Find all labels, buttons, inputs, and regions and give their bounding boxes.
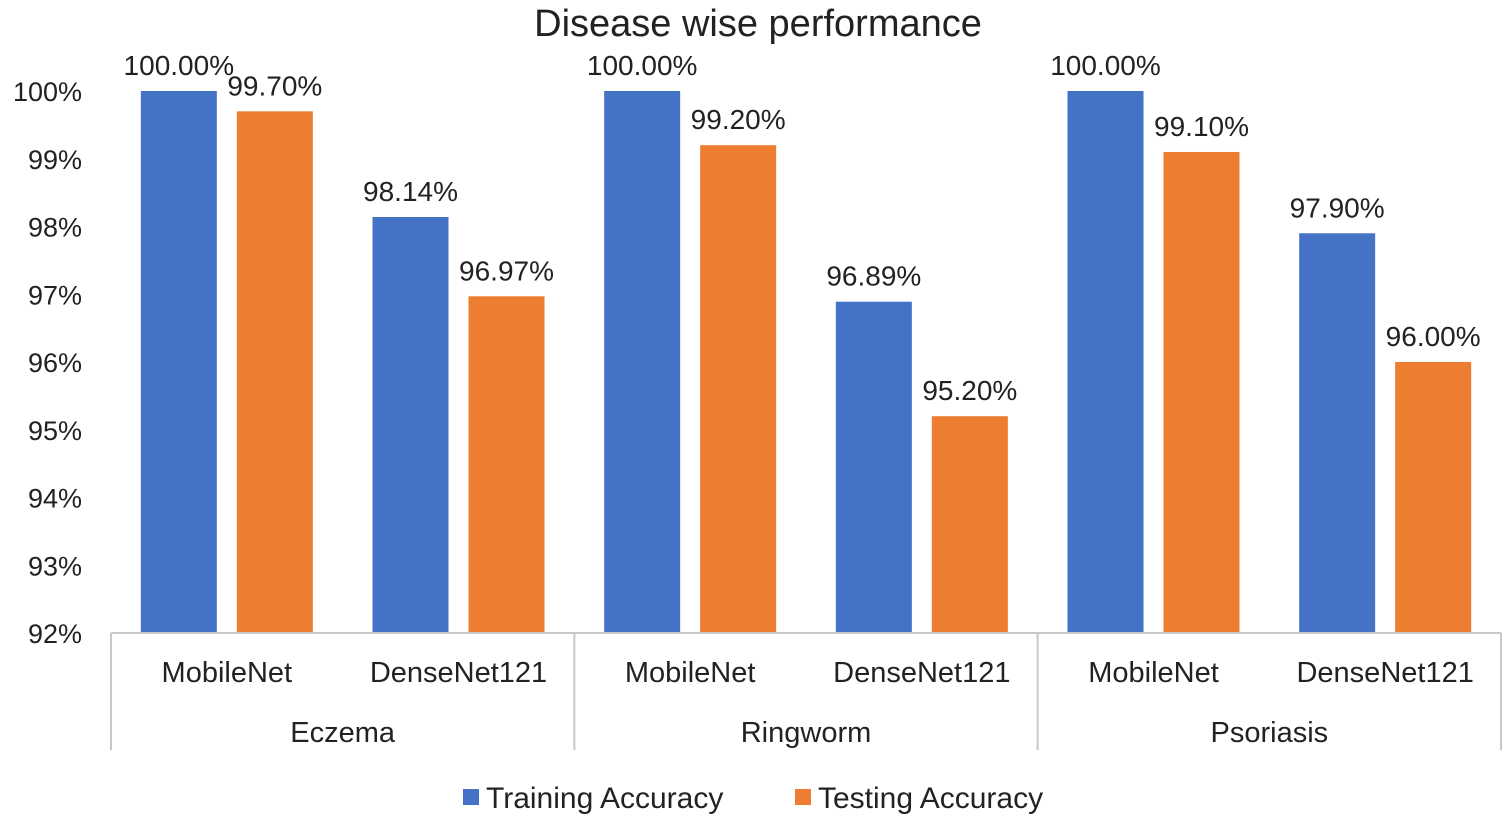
- testing-accuracy-bar: [700, 145, 777, 633]
- data-labels: 100.00%99.70%98.14%96.97%100.00%99.20%96…: [124, 50, 1481, 406]
- data-label: 99.70%: [227, 70, 322, 101]
- testing-accuracy-bar: [468, 296, 545, 633]
- x-category-label: DenseNet121: [833, 657, 1010, 689]
- y-tick-label: 97%: [28, 280, 82, 310]
- x-axis: MobileNet DenseNet121 MobileNet DenseNet121…: [110, 632, 1502, 750]
- data-label: 97.90%: [1290, 192, 1385, 223]
- data-label: 99.10%: [1154, 111, 1249, 142]
- data-label: 96.97%: [459, 255, 554, 286]
- testing-accuracy-bar: [1163, 151, 1240, 633]
- data-label: 95.20%: [922, 375, 1017, 406]
- data-label: 96.00%: [1386, 321, 1481, 352]
- y-tick-label: 92%: [28, 619, 82, 649]
- y-axis: 92% 93% 94% 95% 96% 97% 98% 99% 100%: [13, 77, 82, 649]
- y-tick-label: 100%: [13, 77, 82, 107]
- x-group-label: Psoriasis: [1211, 717, 1329, 749]
- legend: Training Accuracy Testing Accuracy: [463, 782, 1043, 815]
- training-accuracy-bar: [835, 301, 912, 633]
- data-label: 98.14%: [363, 176, 458, 207]
- y-tick-label: 94%: [28, 484, 82, 514]
- legend-label: Training Accuracy: [486, 782, 723, 815]
- y-tick-label: 96%: [28, 348, 82, 378]
- training-accuracy-bar: [1067, 91, 1144, 633]
- x-category-label: MobileNet: [1088, 657, 1219, 689]
- training-accuracy-bar: [1299, 233, 1376, 633]
- legend-swatch-testing: [795, 789, 811, 805]
- x-category-label: DenseNet121: [370, 657, 547, 689]
- testing-accuracy-bar: [236, 111, 313, 633]
- y-tick-label: 93%: [28, 551, 82, 581]
- data-label: 96.89%: [826, 261, 921, 292]
- data-label: 100.00%: [124, 50, 235, 81]
- testing-accuracy-bar: [931, 416, 1008, 633]
- training-accuracy-bar: [604, 91, 681, 633]
- data-label: 100.00%: [1050, 50, 1161, 81]
- training-accuracy-bar: [372, 217, 449, 633]
- x-category-label: MobileNet: [162, 657, 293, 689]
- x-group-label: Eczema: [290, 717, 396, 749]
- testing-accuracy-bar: [1395, 362, 1472, 633]
- data-label: 100.00%: [587, 50, 698, 81]
- legend-label: Testing Accuracy: [818, 782, 1043, 815]
- y-tick-label: 99%: [28, 145, 82, 175]
- data-label: 99.20%: [691, 104, 786, 135]
- training-accuracy-bar: [140, 91, 217, 633]
- x-category-label: DenseNet121: [1296, 657, 1473, 689]
- legend-swatch-training: [463, 789, 479, 805]
- chart-title: Disease wise performance: [534, 3, 982, 45]
- bars: [140, 91, 1472, 633]
- x-category-label: MobileNet: [625, 657, 756, 689]
- y-tick-label: 95%: [28, 416, 82, 446]
- x-group-label: Ringworm: [741, 717, 872, 749]
- y-tick-label: 98%: [28, 213, 82, 243]
